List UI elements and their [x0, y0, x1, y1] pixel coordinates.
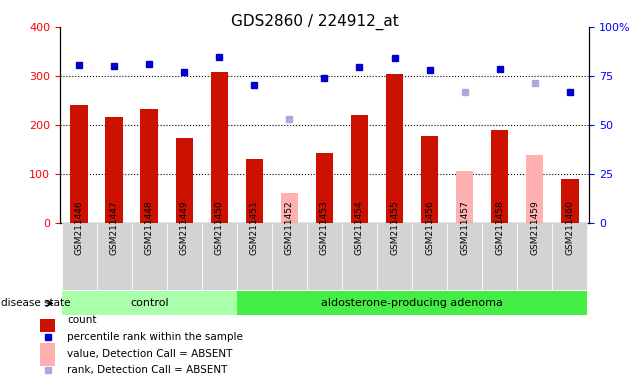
Bar: [210, 72, 228, 223]
Bar: [62, 223, 96, 290]
Bar: [421, 136, 438, 223]
Text: GSM211458: GSM211458: [495, 200, 504, 255]
Text: GSM211460: GSM211460: [565, 200, 575, 255]
Bar: [105, 118, 123, 223]
Bar: [132, 223, 167, 290]
Bar: [96, 223, 132, 290]
Bar: [40, 309, 55, 332]
Text: value, Detection Call = ABSENT: value, Detection Call = ABSENT: [67, 349, 232, 359]
Bar: [202, 223, 237, 290]
Bar: [561, 179, 578, 223]
Bar: [553, 223, 587, 290]
Bar: [342, 223, 377, 290]
Text: GSM211449: GSM211449: [180, 200, 189, 255]
Bar: [237, 223, 272, 290]
Text: disease state: disease state: [1, 298, 71, 308]
Text: GSM211459: GSM211459: [530, 200, 539, 255]
Bar: [272, 223, 307, 290]
Text: percentile rank within the sample: percentile rank within the sample: [67, 332, 243, 342]
Text: GSM211448: GSM211448: [145, 200, 154, 255]
Text: GSM211446: GSM211446: [74, 200, 84, 255]
Bar: [377, 223, 412, 290]
Bar: [517, 223, 553, 290]
Bar: [307, 223, 342, 290]
Text: GSM211447: GSM211447: [110, 200, 118, 255]
Text: GDS2860 / 224912_at: GDS2860 / 224912_at: [231, 13, 399, 30]
Bar: [176, 138, 193, 223]
Text: GSM211452: GSM211452: [285, 200, 294, 255]
Bar: [280, 194, 298, 223]
Text: count: count: [67, 315, 97, 325]
Text: rank, Detection Call = ABSENT: rank, Detection Call = ABSENT: [67, 365, 227, 375]
Text: GSM211450: GSM211450: [215, 200, 224, 255]
Text: control: control: [130, 298, 169, 308]
Bar: [140, 109, 158, 223]
Bar: [71, 105, 88, 223]
Bar: [491, 130, 508, 223]
Text: GSM211454: GSM211454: [355, 200, 364, 255]
Text: GSM211457: GSM211457: [460, 200, 469, 255]
Bar: [526, 155, 544, 223]
Text: aldosterone-producing adenoma: aldosterone-producing adenoma: [321, 298, 503, 308]
Text: GSM211455: GSM211455: [390, 200, 399, 255]
Bar: [316, 153, 333, 223]
Bar: [62, 291, 237, 316]
Bar: [386, 74, 403, 223]
Bar: [412, 223, 447, 290]
Bar: [246, 159, 263, 223]
Text: GSM211451: GSM211451: [250, 200, 259, 255]
Bar: [40, 343, 55, 366]
Bar: [351, 115, 369, 223]
Text: GSM211456: GSM211456: [425, 200, 434, 255]
Bar: [237, 291, 587, 316]
Bar: [456, 171, 473, 223]
Bar: [167, 223, 202, 290]
Text: GSM211453: GSM211453: [320, 200, 329, 255]
Bar: [447, 223, 482, 290]
Bar: [482, 223, 517, 290]
